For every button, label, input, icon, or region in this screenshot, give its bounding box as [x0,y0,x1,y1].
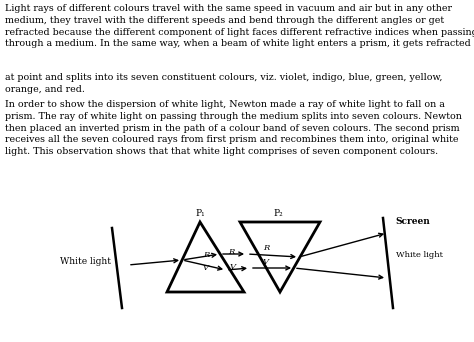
Text: In order to show the dispersion of white light, Newton made a ray of white light: In order to show the dispersion of white… [5,100,462,156]
Text: White light: White light [396,251,443,259]
Text: V: V [230,263,236,271]
Text: R: R [228,248,234,256]
Text: V: V [263,258,269,266]
Text: White light: White light [60,258,111,266]
Text: P₂: P₂ [273,209,283,218]
Text: Light rays of different colours travel with the same speed in vacuum and air but: Light rays of different colours travel w… [5,4,474,49]
Text: Screen: Screen [395,217,430,226]
Text: V: V [203,264,209,272]
Text: R: R [203,251,209,259]
Text: at point and splits into its seven constituent colours, viz. violet, indigo, blu: at point and splits into its seven const… [5,73,443,94]
Text: R: R [263,244,269,252]
Text: P₁: P₁ [195,209,205,218]
